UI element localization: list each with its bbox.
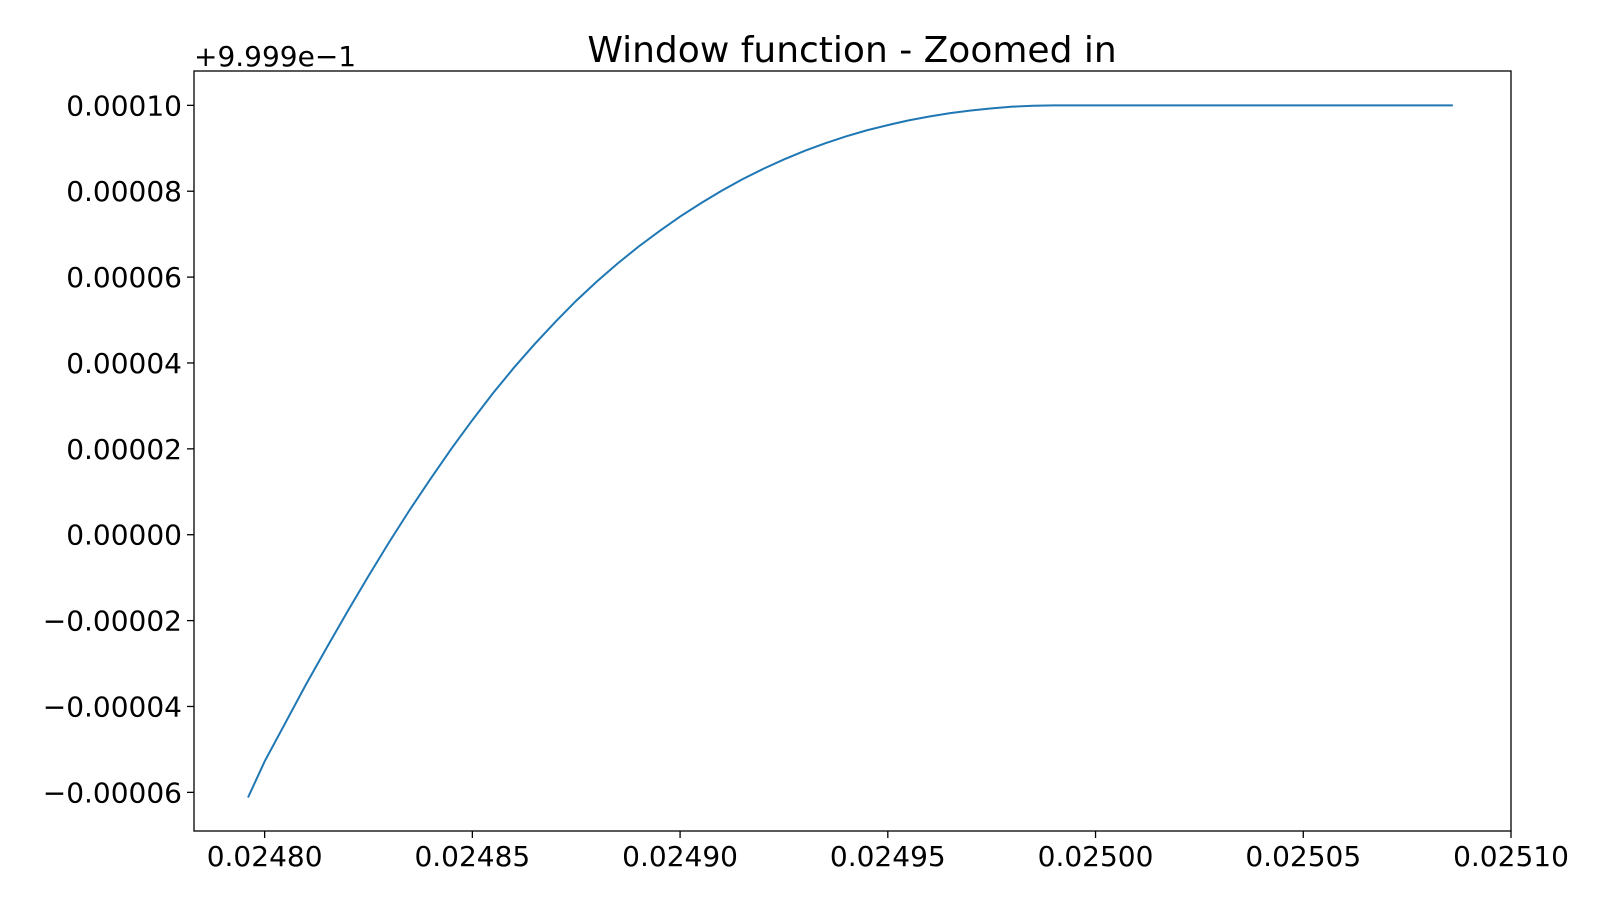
x-tick-label: 0.02510 (1453, 840, 1569, 873)
x-tick-label: 0.02485 (414, 840, 530, 873)
x-tick-label: 0.02495 (830, 840, 946, 873)
y-tick-label: −0.00002 (43, 605, 182, 638)
x-tick-label: 0.02480 (207, 840, 323, 873)
y-tick-label: 0.00004 (66, 347, 182, 380)
x-tick-label: 0.02500 (1038, 840, 1154, 873)
plot-area (193, 70, 1512, 832)
y-tick-label: 0.00000 (66, 519, 182, 552)
y-tick-label: 0.00006 (66, 261, 182, 294)
y-tick-label: −0.00004 (43, 690, 182, 723)
y-tick-label: 0.00010 (66, 89, 182, 122)
y-tick-label: 0.00002 (66, 433, 182, 466)
y-offset-label: +9.999e−1 (194, 40, 356, 73)
y-tick-label: 0.00008 (66, 175, 182, 208)
x-tick-label: 0.02505 (1245, 840, 1361, 873)
x-tick-label: 0.02490 (622, 840, 738, 873)
series-line (247, 104, 1453, 798)
x-axis: 0.02480 0.02485 0.02490 0.02495 0.02500 0.025… (207, 831, 1569, 873)
y-axis: 0.00010 0.00008 0.00006 0.00004 0.00002 0.000… (43, 89, 194, 809)
y-tick-label: −0.00006 (43, 776, 182, 809)
axes-frame (193, 70, 1512, 832)
chart-title: Window function - Zoomed in (587, 30, 1116, 71)
